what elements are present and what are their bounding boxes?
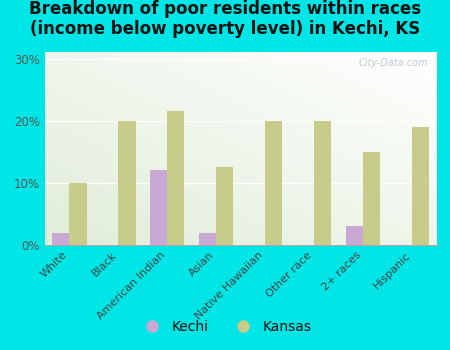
Bar (412, 127, 429, 245)
Legend: Kechi, Kansas: Kechi, Kansas (133, 314, 317, 340)
Text: City-Data.com: City-Data.com (359, 58, 429, 68)
Bar (314, 121, 331, 245)
Bar (346, 226, 363, 245)
Bar (150, 170, 167, 245)
Bar (52, 233, 69, 245)
Bar (216, 167, 234, 245)
Bar (199, 233, 216, 245)
Text: Breakdown of poor residents within races
(income below poverty level) in Kechi, : Breakdown of poor residents within races… (29, 0, 421, 38)
Bar (265, 121, 282, 245)
Bar (118, 121, 135, 245)
Bar (363, 152, 380, 245)
Bar (167, 112, 184, 245)
Bar (69, 183, 86, 245)
